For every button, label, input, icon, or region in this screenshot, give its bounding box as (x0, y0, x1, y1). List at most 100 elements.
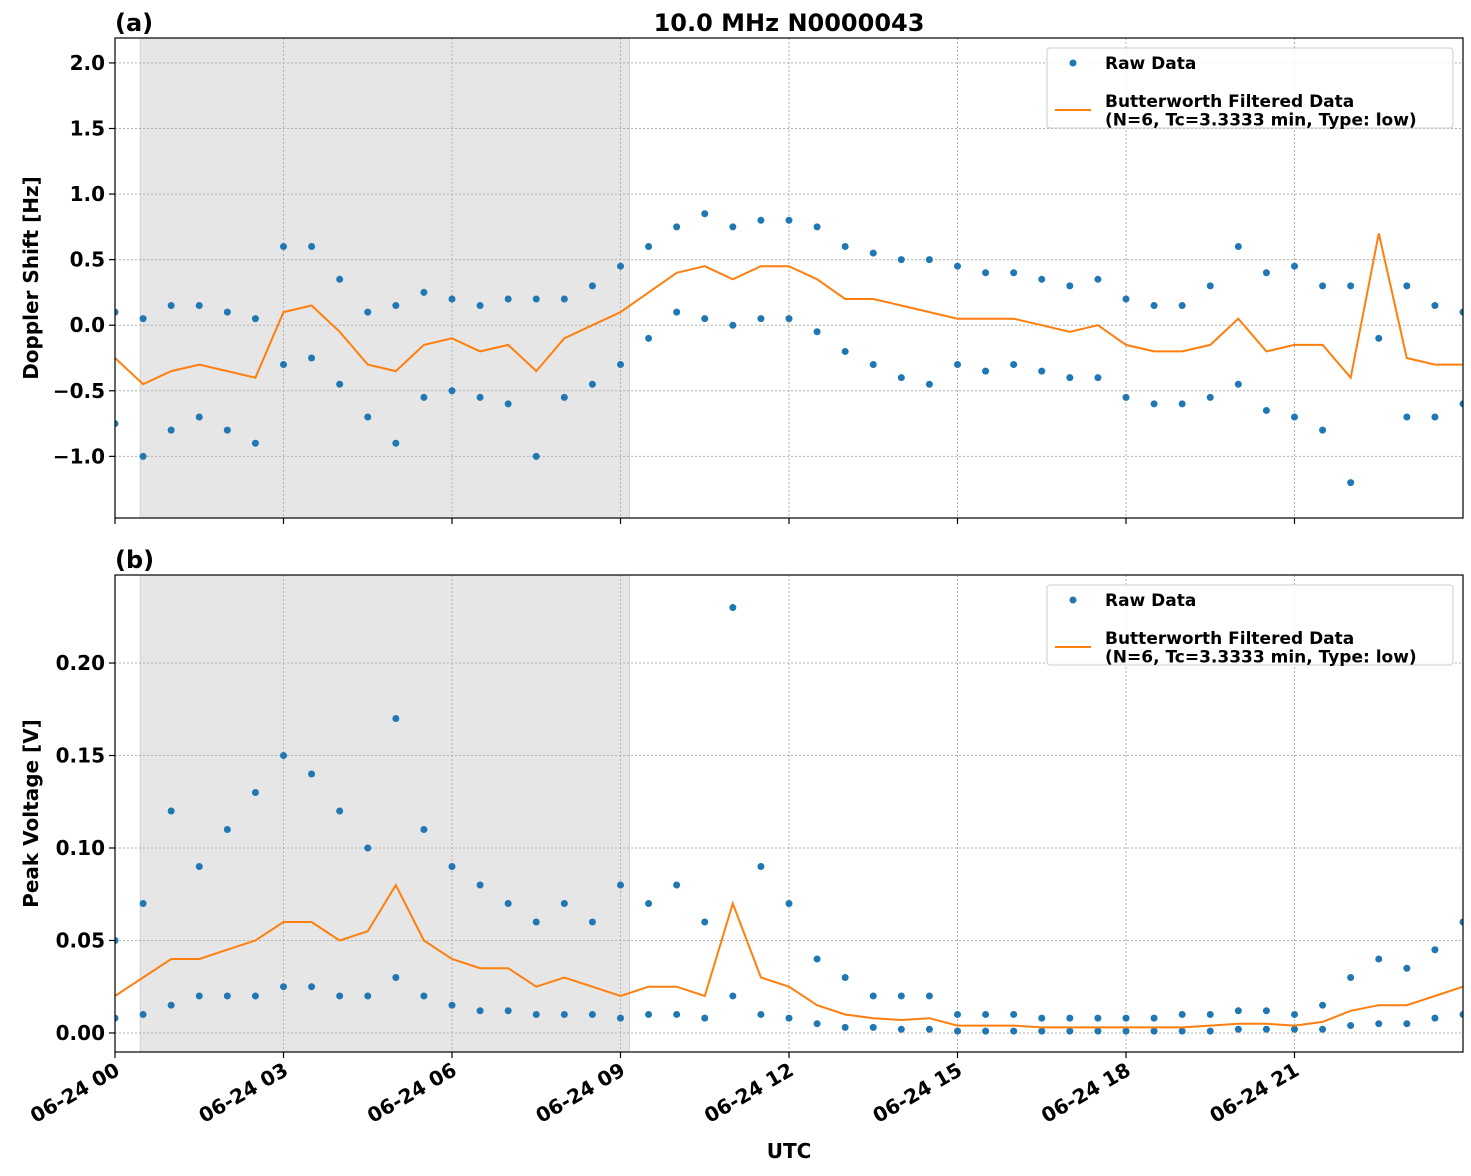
y-tick-label: −1.0 (53, 444, 105, 468)
raw-point (617, 1014, 624, 1022)
raw-point (1094, 1014, 1102, 1022)
raw-point (308, 243, 316, 251)
raw-point (897, 1025, 905, 1033)
axes-frame (114, 37, 1464, 519)
raw-point (1066, 1014, 1074, 1022)
raw-point (392, 715, 400, 723)
y-tick-label: 0.15 (56, 744, 105, 768)
raw-point (1150, 400, 1158, 408)
raw-point (1122, 1014, 1130, 1022)
raw-point (476, 393, 484, 401)
raw-point (251, 315, 259, 323)
raw-point (1262, 1007, 1270, 1015)
legend-label: Butterworth Filtered Data (N=6, Tc=3.3333… (1105, 92, 1417, 131)
raw-point (336, 807, 344, 815)
raw-point (280, 243, 287, 251)
raw-point (1347, 479, 1355, 487)
raw-point (1010, 1010, 1018, 1018)
raw-point (1122, 295, 1130, 303)
legend-label: Raw Data (1105, 591, 1196, 611)
raw-point (1178, 400, 1186, 408)
shaded-span (139, 38, 630, 518)
raw-point (954, 262, 961, 270)
raw-point (954, 1010, 961, 1018)
raw-point (1178, 302, 1186, 310)
raw-point (897, 256, 905, 264)
raw-point (1178, 1010, 1186, 1018)
y-tick-label: 1.0 (70, 182, 105, 206)
raw-point (729, 223, 737, 231)
raw-point (982, 269, 990, 277)
raw-point (139, 452, 147, 460)
raw-point (308, 770, 316, 778)
raw-point (504, 295, 512, 303)
raw-point (251, 992, 259, 1000)
raw-point (448, 862, 456, 870)
raw-point (869, 992, 877, 1000)
raw-point (1431, 302, 1439, 310)
raw-point (757, 1010, 765, 1018)
raw-point (982, 1027, 990, 1035)
raw-point (420, 992, 428, 1000)
raw-point (841, 1023, 849, 1031)
raw-point (1262, 406, 1270, 414)
raw-point (954, 361, 961, 369)
plot-area (115, 38, 1463, 518)
raw-point (167, 426, 175, 434)
plot-area (115, 575, 1463, 1052)
y-tick-label: 0.05 (56, 928, 105, 952)
raw-point (280, 361, 287, 369)
raw-point (1010, 361, 1018, 369)
raw-point (897, 992, 905, 1000)
raw-point (280, 752, 287, 760)
raw-point (1066, 1027, 1074, 1035)
raw-point (869, 361, 877, 369)
y-tick-label: −0.5 (53, 379, 105, 403)
y-tick-label: 0.20 (56, 651, 105, 675)
raw-point (617, 881, 624, 889)
x-tick-label: 06-24 12 (700, 1058, 798, 1128)
raw-point (280, 983, 287, 991)
raw-point (1459, 1010, 1463, 1018)
raw-point (532, 1010, 540, 1018)
raw-point (1150, 302, 1158, 310)
x-tick-label: 06-24 00 (26, 1058, 124, 1128)
x-tick-label: 06-24 06 (363, 1058, 461, 1128)
raw-point (1459, 308, 1463, 316)
raw-point (308, 354, 316, 362)
raw-point (897, 374, 905, 382)
x-tick-label: 06-24 03 (194, 1058, 292, 1128)
raw-point (1094, 1027, 1102, 1035)
raw-point (364, 992, 372, 1000)
axes-frame (114, 574, 1464, 1053)
raw-point (757, 216, 765, 224)
raw-point (1347, 1022, 1355, 1030)
raw-point (420, 825, 428, 833)
y-tick-label: 2.0 (70, 51, 105, 75)
raw-point (532, 452, 540, 460)
raw-point (420, 393, 428, 401)
raw-point (1347, 282, 1355, 290)
raw-point (869, 249, 877, 257)
raw-point (1291, 262, 1298, 270)
raw-point (139, 1010, 147, 1018)
raw-point (476, 1007, 484, 1015)
y-tick-label: 0.10 (56, 836, 105, 860)
raw-point (1403, 282, 1411, 290)
raw-point (448, 295, 456, 303)
raw-point (1206, 282, 1214, 290)
raw-point (1234, 243, 1242, 251)
raw-point (115, 420, 119, 428)
y-tick-label: 0.5 (70, 248, 105, 272)
raw-point (954, 1027, 961, 1035)
raw-point (813, 328, 821, 336)
raw-point (1038, 1014, 1046, 1022)
raw-point (420, 288, 428, 296)
raw-point (115, 1014, 119, 1022)
raw-point (167, 302, 175, 310)
raw-point (1206, 393, 1214, 401)
raw-point (1319, 426, 1327, 434)
filtered-line (115, 233, 1463, 386)
raw-point (785, 216, 793, 224)
